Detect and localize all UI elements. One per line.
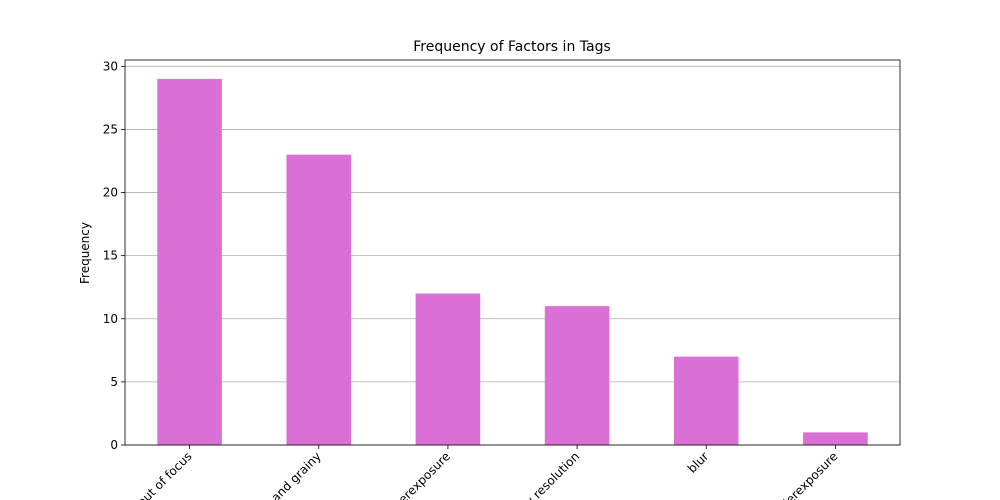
- y-tick-label: 30: [103, 59, 118, 73]
- y-tick-label: 25: [103, 122, 118, 136]
- bar: [803, 432, 868, 445]
- y-tick-label: 15: [103, 249, 118, 263]
- bar: [157, 78, 222, 446]
- bar: [415, 293, 481, 445]
- bar: [673, 356, 739, 445]
- y-tick-label: 10: [103, 312, 118, 326]
- y-tick-label: 0: [110, 438, 118, 452]
- y-tick-label: 5: [110, 375, 118, 389]
- bar: [544, 306, 610, 445]
- chart-title: Frequency of Factors in Tags: [413, 39, 611, 55]
- plot-frame: [124, 59, 901, 446]
- bar: [286, 154, 352, 446]
- y-axis-label: Frequency: [78, 222, 92, 284]
- y-tick-label: 20: [103, 186, 118, 200]
